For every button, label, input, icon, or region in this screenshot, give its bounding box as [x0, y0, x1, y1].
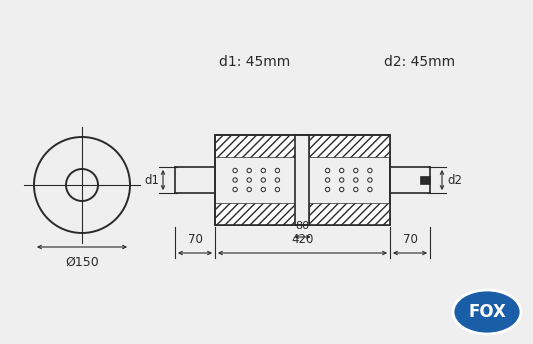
Bar	[310, 203, 390, 225]
Text: 80: 80	[295, 221, 310, 231]
Text: FOX: FOX	[468, 303, 506, 321]
Bar	[295, 135, 310, 225]
Bar	[215, 135, 390, 225]
Text: Ø150: Ø150	[65, 256, 99, 269]
Text: 70: 70	[402, 233, 417, 246]
Text: d2: 45mm: d2: 45mm	[384, 55, 456, 69]
Ellipse shape	[453, 290, 521, 334]
Bar	[420, 176, 430, 184]
Bar	[215, 135, 390, 225]
Text: d2: d2	[447, 173, 462, 186]
Bar	[215, 135, 295, 157]
Bar	[310, 135, 390, 157]
Text: 420: 420	[292, 233, 314, 246]
Text: d1: 45mm: d1: 45mm	[220, 55, 290, 69]
Text: d1: d1	[144, 173, 159, 186]
Text: 70: 70	[188, 233, 203, 246]
Bar	[215, 203, 295, 225]
